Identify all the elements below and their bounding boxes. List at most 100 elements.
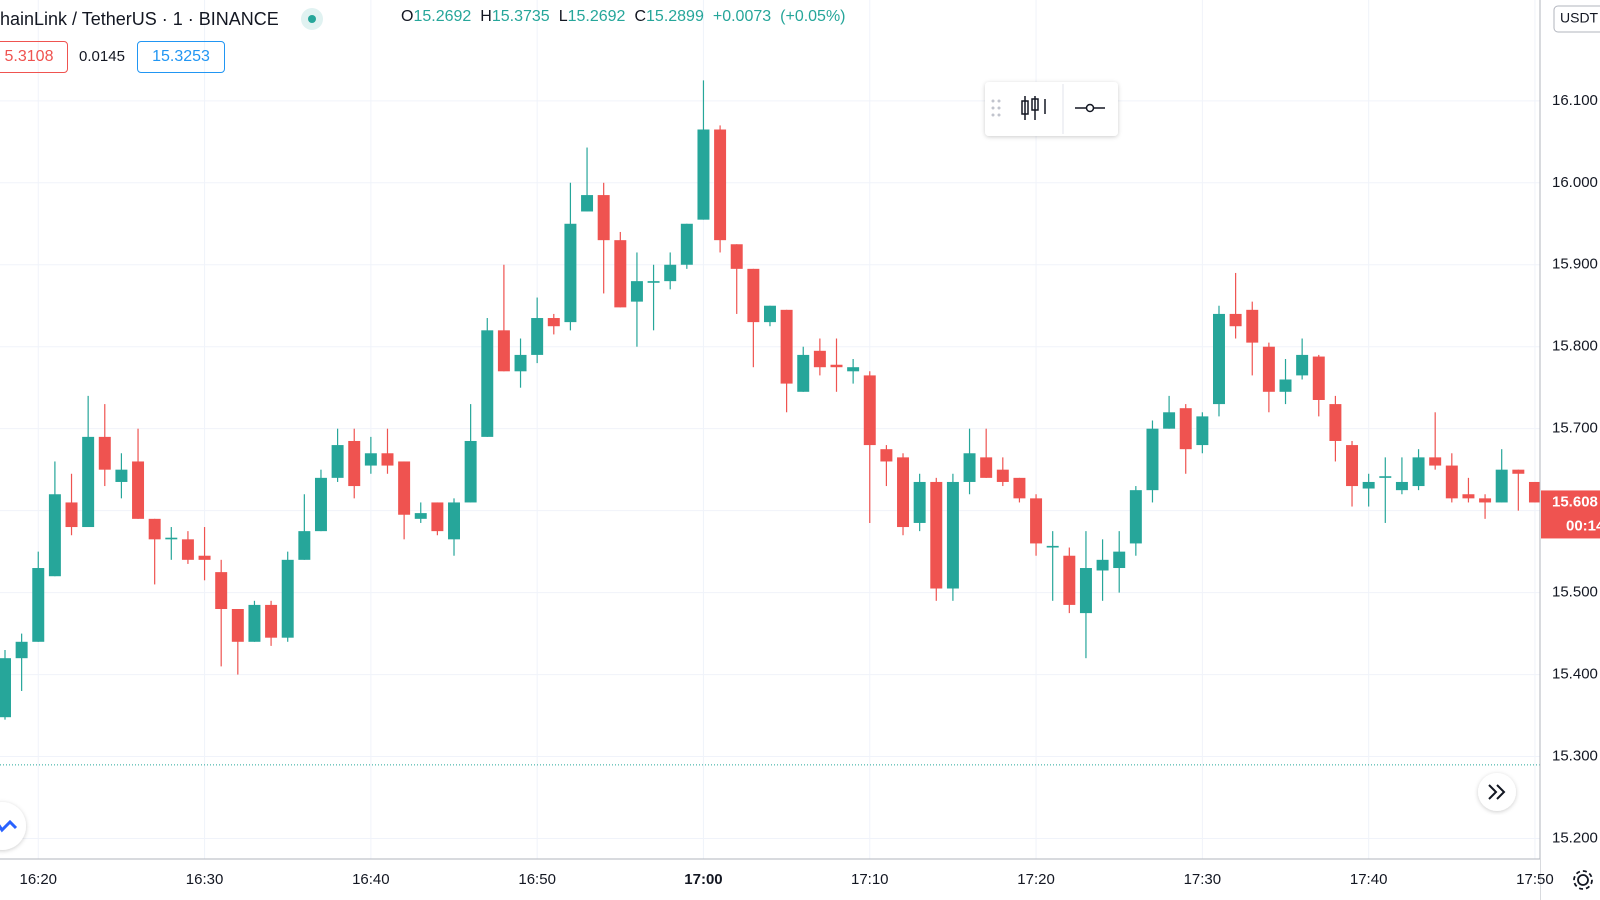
price-axis-panel [1540,0,1600,900]
candle-body [747,268,760,323]
candle-body [1312,356,1325,400]
x-tick-label: 16:50 [518,871,556,888]
candle-body [82,436,95,528]
candle-body [0,658,11,718]
x-tick-label: 17:50 [1516,871,1554,888]
candle-body [1013,477,1026,499]
candle-body [597,195,610,241]
candle-body [714,129,727,241]
candle-body [1528,481,1540,503]
candle-body [1296,354,1309,376]
candle-body [148,518,161,540]
candle-body [963,453,976,482]
candle-body [231,609,244,642]
ohlc-key: H [480,8,492,25]
candle-body [897,457,910,528]
x-tick-label: 16:40 [352,871,390,888]
candle-body [98,436,111,470]
buy-button[interactable]: 15.3253 [137,41,225,73]
currency-label: USDT [1560,10,1599,26]
candle-body [664,264,677,282]
candle-body [1429,457,1442,466]
settings-icon[interactable] [1573,870,1593,890]
candle-body [464,440,477,503]
candle-body [1046,545,1059,548]
change: +0.0073 [712,8,772,25]
buy-price: 15.3253 [152,48,210,65]
candle-body [863,375,876,446]
spread: 0.0145 [72,41,132,71]
candle-body [381,453,394,466]
candle-body [1412,457,1425,487]
candle-body [1395,481,1408,491]
candle-body [1213,313,1225,405]
market-status[interactable] [300,8,323,30]
y-tick-label: 16.100 [1552,92,1598,109]
candle-body [115,469,128,482]
candle-body [1479,498,1492,503]
sell-button[interactable]: 5.3108 [0,41,68,73]
candle-body [248,604,261,642]
x-tick-label: 17:20 [1017,871,1055,888]
ohlc-value: 15.2899 [646,8,704,25]
candle-body [348,440,361,487]
ohlc-legend: O15.2692 H15.3735 L15.2692 C15.2899 +0.0073(… [401,8,846,26]
ohlc-item: H15.3735 [480,8,549,26]
candle-body [1329,404,1342,441]
symbol-header: hainLink / TetherUS · 1 · BINANCE [0,6,323,32]
candle-body [880,449,893,462]
ohlc-item: O15.2692 [401,8,471,26]
symbol-title[interactable]: hainLink / TetherUS · 1 · BINANCE [0,8,279,29]
candle-body [730,244,743,269]
candle-body [298,531,311,560]
time-axis-panel [0,859,1540,900]
candle-body [581,195,594,212]
candles-icon[interactable] [1021,96,1046,120]
candle-body [797,354,810,392]
candle-body [414,513,427,519]
candle-body [398,461,411,515]
ohlc-value: 15.2692 [413,8,472,25]
candle-body [1196,416,1209,446]
candle-body [1030,498,1043,544]
candle-body [32,568,45,642]
candle-body [980,457,993,478]
ohlc-item: L15.2692 [559,8,626,26]
candle-body [813,350,826,368]
candle-body [497,330,510,372]
change-pct: (+0.05%) [780,8,846,25]
candle-body [564,223,577,323]
candle-body [132,461,145,519]
scroll-right-button[interactable] [1478,773,1516,811]
candle-body [1229,313,1242,327]
line-icon[interactable] [1075,103,1105,113]
candle-body [680,223,693,265]
candle-body [1113,551,1126,569]
ohlc-key: O [401,8,414,25]
y-tick-label: 15.800 [1552,338,1598,355]
last-price-label: 15.608 [1552,493,1598,510]
ohlc-key: C [634,8,647,25]
y-tick-label: 15.400 [1552,666,1598,683]
last-price-tag [1541,490,1600,539]
candle-body [1163,412,1176,429]
toolbar-bg [985,82,1118,136]
candle-body [946,481,959,589]
countdown: 00:14 [1566,517,1600,534]
currency-badge[interactable] [1553,5,1600,33]
candle-body [547,318,560,327]
x-tick-label: 17:30 [1184,871,1222,888]
candle-body [930,481,943,589]
candle-body [15,641,28,659]
ohlc-value: 15.2692 [567,8,626,25]
candle-body [531,318,544,355]
x-tick-label: 17:40 [1350,871,1388,888]
x-tick-label: 16:30 [186,871,224,888]
candle-body [763,305,776,323]
candle-body [913,481,926,523]
reset-button[interactable] [0,802,26,850]
candle-body [996,469,1009,482]
candle-body [1362,481,1375,489]
candle-body [697,129,710,220]
candle-body [830,364,843,368]
